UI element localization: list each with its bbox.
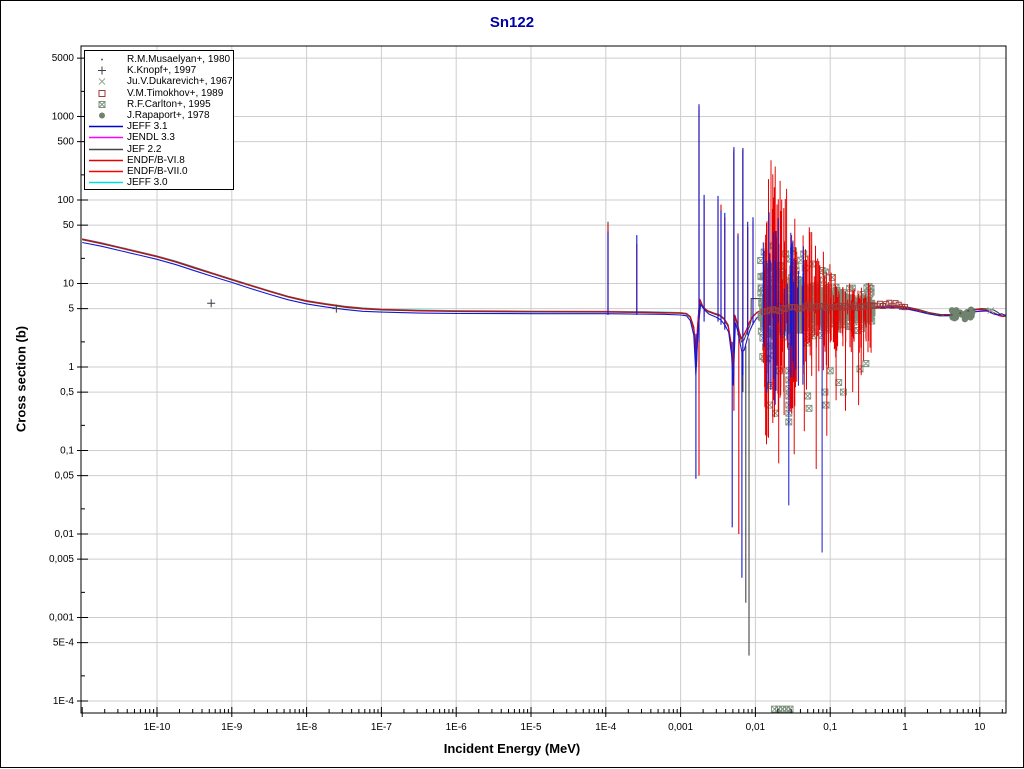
chart-title: Sn122 <box>489 14 535 31</box>
legend-label: R.M.Musaelyan+, 1980 <box>127 54 231 66</box>
legend-entry: JEF 2.2 <box>87 144 233 155</box>
legend-label: R.F.Carlton+, 1995 <box>127 98 211 110</box>
y-tick-label: 0,01 <box>55 529 75 540</box>
legend-entry: ENDF/B-VII.0 <box>87 166 233 177</box>
x-tick-label: 1E-6 <box>446 722 468 733</box>
legend-boxed-cross-icon <box>98 100 106 108</box>
y-tick-label: 1000 <box>52 112 75 123</box>
legend-line-icon <box>89 181 123 184</box>
legend-entry: V.M.Timokhov+, 1989 <box>87 88 233 99</box>
legend-label: V.M.Timokhov+, 1989 <box>127 87 224 99</box>
y-tick-label: 0,005 <box>49 554 74 565</box>
legend-entry: R.F.Carlton+, 1995 <box>87 99 233 110</box>
legend-line-icon <box>89 148 123 150</box>
dukarevich-points <box>987 307 995 314</box>
legend-label: Ju.V.Dukarevich+, 1967 <box>127 76 233 88</box>
y-tick-label: 0,05 <box>55 471 75 482</box>
legend-label: JEF 2.2 <box>127 143 162 155</box>
legend-label: J.Rapaport+, 1978 <box>127 110 210 122</box>
y-tick-label: 5000 <box>52 53 75 64</box>
x-tick-label: 1E-4 <box>595 722 617 733</box>
x-tick-label: 0,01 <box>746 722 766 733</box>
y-tick-label: 1E-4 <box>53 696 75 707</box>
knopf-points <box>207 299 341 313</box>
musaelyan-points <box>919 308 976 317</box>
y-tick-label: 100 <box>57 195 74 206</box>
y-tick-label: 0,001 <box>49 613 74 624</box>
y-tick-label: 5E-4 <box>53 638 75 649</box>
legend-line-icon <box>89 137 123 139</box>
legend-label: JEFF 3.0 <box>127 177 168 189</box>
axis-ticks <box>77 57 1003 717</box>
y-tick-label: 1 <box>68 362 74 373</box>
curve-jef-2.2 <box>82 109 1006 656</box>
x-tick-label: 1E-5 <box>520 722 542 733</box>
legend-entry: JEFF 3.1 <box>87 121 233 132</box>
y-tick-label: 10 <box>63 279 75 290</box>
legend-entry: JENDL 3.3 <box>87 132 233 143</box>
legend-entry: ENDF/B-VI.8 <box>87 155 233 166</box>
legend-entry: JEFF 3.0 <box>87 177 233 188</box>
curve-jeff-3.1 <box>82 104 1006 578</box>
x-tick-label: 1E-10 <box>144 722 171 733</box>
x-tick-label: 1E-8 <box>296 722 318 733</box>
x-tick-label: 1E-9 <box>221 722 243 733</box>
y-tick-label: 50 <box>63 220 75 231</box>
grid-lines <box>81 46 1006 713</box>
plot-frame <box>80 45 1007 714</box>
legend-plus-icon <box>98 66 106 75</box>
y-tick-label: 0,5 <box>60 387 74 398</box>
y-tick-label: 5 <box>68 304 74 315</box>
legend-entry: J.Rapaport+, 1978 <box>87 110 233 121</box>
legend-line-icon <box>89 125 123 128</box>
legend-entry: Ju.V.Dukarevich+, 1967 <box>87 76 233 87</box>
legend-label: K.Knopf+, 1997 <box>127 65 197 77</box>
y-tick-label: 0,1 <box>60 446 74 457</box>
legend-dot-icon <box>101 58 103 61</box>
legend-entry: R.M.Musaelyan+, 1980 <box>87 54 233 65</box>
x-tick-label: 0,1 <box>823 722 837 733</box>
legend-entry: K.Knopf+, 1997 <box>87 65 233 76</box>
legend-label: ENDF/B-VI.8 <box>127 154 185 166</box>
legend-label: ENDF/B-VII.0 <box>127 165 188 177</box>
timokhov-squares <box>760 299 908 315</box>
x-axis-label: Incident Energy (MeV) <box>443 741 581 756</box>
legend-cross-icon <box>98 78 106 86</box>
x-tick-label: 1E-7 <box>371 722 393 733</box>
x-tick-label: 10 <box>974 722 986 733</box>
legend-label: JENDL 3.3 <box>127 132 175 144</box>
legend-box: R.M.Musaelyan+, 1980 K.Knopf+, 1997 Ju.V.D… <box>84 50 234 190</box>
legend-filled-circle-icon <box>99 112 105 119</box>
legend-open-square-icon <box>98 89 106 97</box>
x-tick-label: 1 <box>902 722 908 733</box>
x-tick-label: 0,001 <box>668 722 693 733</box>
legend-line-icon <box>89 159 123 162</box>
legend-label: JEFF 3.1 <box>127 121 168 133</box>
y-tick-label: 500 <box>57 137 74 148</box>
tick-labels: 1E-10 1E-9 1E-8 1E-7 1E-6 1E-5 1E-4 0,001 0,01 0,… <box>49 53 986 733</box>
legend-line-icon <box>89 170 123 173</box>
